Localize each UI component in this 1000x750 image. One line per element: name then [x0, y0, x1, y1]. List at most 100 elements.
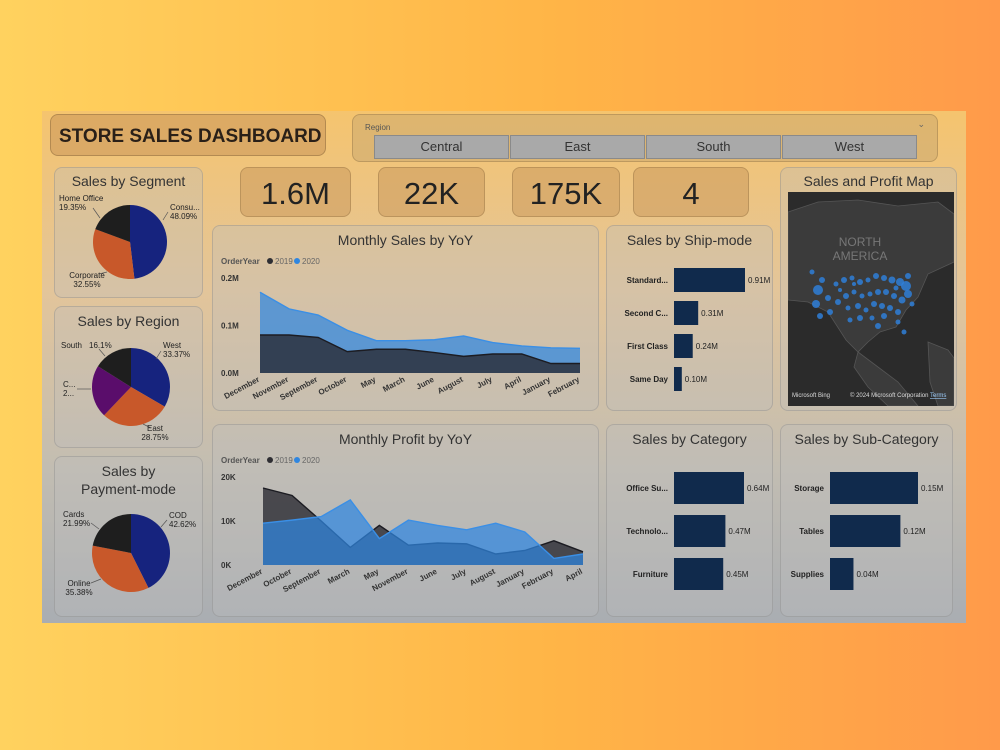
- map-point[interactable]: [871, 301, 877, 307]
- map-point[interactable]: [809, 269, 815, 275]
- map-point[interactable]: [855, 303, 861, 309]
- map-point[interactable]: [873, 273, 879, 279]
- pie-slice[interactable]: [95, 205, 130, 242]
- pie-slice-percent: 35.38%: [65, 588, 92, 597]
- map-point[interactable]: [893, 285, 899, 291]
- map-canvas[interactable]: NORTH AMERICA Microsoft Bing © 2024 Micr…: [788, 192, 954, 406]
- map-point[interactable]: [895, 309, 901, 315]
- pie-slice[interactable]: [92, 545, 149, 592]
- bar-category-label: Second C...: [624, 309, 668, 318]
- bar[interactable]: [674, 334, 693, 358]
- map-point[interactable]: [881, 313, 887, 319]
- pie-leader-line: [90, 522, 100, 530]
- region-button-west[interactable]: West: [782, 135, 917, 159]
- bar[interactable]: [674, 301, 699, 325]
- map-point[interactable]: [827, 309, 833, 315]
- map-point[interactable]: [817, 313, 823, 319]
- pie-slice-percent: 19.35%: [59, 203, 86, 212]
- area-series-2019[interactable]: [260, 335, 580, 373]
- map-terms-link[interactable]: Terms: [930, 393, 946, 399]
- area-series-2020[interactable]: [263, 499, 583, 565]
- map-point[interactable]: [865, 277, 871, 283]
- map-point[interactable]: [869, 315, 875, 321]
- map-point[interactable]: [825, 295, 831, 301]
- bar[interactable]: [830, 472, 918, 504]
- region-button-central[interactable]: Central: [374, 135, 509, 159]
- pie-slice-percent: 16.1%: [89, 341, 112, 350]
- map-point[interactable]: [863, 307, 869, 313]
- map-point[interactable]: [904, 290, 912, 298]
- y-tick-label: 20K: [221, 473, 236, 482]
- map-point[interactable]: [881, 275, 887, 281]
- pie-slice[interactable]: [104, 387, 165, 426]
- sub-category-card: Sales by Sub-Category Storage 0.15M Tables…: [780, 424, 953, 617]
- map-point[interactable]: [857, 279, 863, 285]
- dashboard-canvas: STORE SALES DASHBOARD Region ⌄ Central E…: [42, 111, 966, 623]
- bar-category-label: First Class: [627, 342, 668, 351]
- pie-slice[interactable]: [97, 348, 131, 387]
- map-point[interactable]: [891, 293, 897, 299]
- map-label-north: NORTH: [839, 235, 881, 249]
- map-point[interactable]: [813, 285, 823, 295]
- map-point[interactable]: [875, 289, 881, 295]
- pie-leader-line: [98, 271, 108, 275]
- region-button-east[interactable]: East: [510, 135, 645, 159]
- map-point[interactable]: [835, 299, 841, 305]
- map-point[interactable]: [887, 305, 893, 311]
- map-point[interactable]: [841, 277, 847, 283]
- bar[interactable]: [830, 515, 901, 547]
- map-point[interactable]: [901, 329, 907, 335]
- pie-slice[interactable]: [92, 366, 131, 416]
- map-point[interactable]: [852, 282, 856, 286]
- y-tick-label: 0.1M: [221, 322, 239, 331]
- line-series-2019: [260, 334, 580, 365]
- map-point[interactable]: [888, 276, 896, 284]
- map-point[interactable]: [883, 289, 889, 295]
- y-tick-label: 0.0M: [221, 369, 239, 378]
- map-point[interactable]: [847, 317, 853, 323]
- sales-profit-map[interactable]: NORTH AMERICA Microsoft Bing © 2024 Micr…: [788, 192, 954, 406]
- kpi-sales-value: 1.6M: [261, 176, 330, 211]
- bar[interactable]: [674, 268, 745, 292]
- map-points[interactable]: [809, 269, 915, 335]
- bar[interactable]: [674, 367, 682, 391]
- map-point[interactable]: [851, 289, 857, 295]
- bar-value-label: 0.45M: [726, 570, 749, 579]
- bar[interactable]: [674, 558, 724, 590]
- kpi-profit-value: 175K: [529, 176, 603, 211]
- bar[interactable]: [830, 558, 854, 590]
- map-point[interactable]: [879, 303, 885, 309]
- map-point[interactable]: [867, 291, 873, 297]
- map-point[interactable]: [843, 293, 849, 299]
- bar[interactable]: [674, 472, 744, 504]
- map-title: Sales and Profit Map: [803, 173, 934, 189]
- map-point[interactable]: [898, 296, 906, 304]
- chevron-down-icon[interactable]: ⌄: [917, 119, 925, 129]
- map-point[interactable]: [909, 301, 915, 307]
- pie-slice[interactable]: [93, 229, 135, 279]
- segment-chart-title: Sales by Segment: [71, 173, 186, 189]
- map-point[interactable]: [857, 315, 863, 321]
- pie-slice[interactable]: [131, 348, 170, 407]
- category-card: Sales by Category Office Su... 0.64M Techn…: [606, 424, 773, 617]
- pie-slice[interactable]: [131, 514, 170, 588]
- map-point[interactable]: [833, 281, 839, 287]
- map-point[interactable]: [875, 323, 881, 329]
- map-point[interactable]: [859, 293, 865, 299]
- map-point[interactable]: [895, 319, 901, 325]
- region-button-south[interactable]: South: [646, 135, 781, 159]
- bar-category-label: Same Day: [630, 375, 669, 384]
- bar[interactable]: [674, 515, 726, 547]
- map-point[interactable]: [812, 300, 820, 308]
- map-card: Sales and Profit Map NORTH AMERICA Micro…: [780, 167, 957, 411]
- pie-slice[interactable]: [130, 205, 167, 279]
- pie-slice-name: Cards: [63, 510, 84, 519]
- map-point[interactable]: [905, 273, 911, 279]
- map-point[interactable]: [901, 281, 911, 291]
- bar-category-label: Supplies: [791, 570, 825, 579]
- map-point[interactable]: [819, 277, 825, 283]
- pie-slice[interactable]: [92, 514, 131, 553]
- map-point[interactable]: [849, 275, 855, 281]
- map-point[interactable]: [845, 305, 851, 311]
- map-point[interactable]: [838, 288, 842, 292]
